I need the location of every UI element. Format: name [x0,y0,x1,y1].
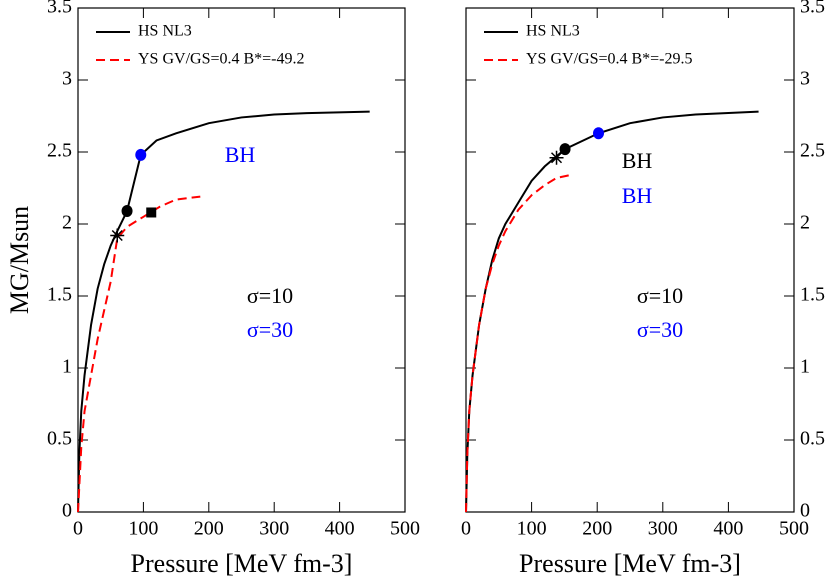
x-tick-label: 0 [461,518,471,540]
x-tick-label: 400 [325,518,355,540]
x-tick-label: 0 [73,518,83,540]
y-tick-label: 3.5 [800,0,825,18]
annotation: σ=10 [637,283,683,308]
marker [146,207,157,218]
marker [559,143,571,156]
plot-frame [465,7,795,513]
x-tick-label: 100 [517,518,547,540]
legend-label: HS NL3 [138,23,192,40]
y-tick-label: 3 [62,68,72,90]
x-axis-label: Pressure [MeV fm-3] [131,549,353,578]
x-tick-label: 200 [582,518,612,540]
series-line [465,174,571,513]
y-tick-label: 3 [800,68,810,90]
x-tick-label: 300 [259,518,289,540]
y-tick-label: 1 [800,356,810,378]
x-tick-label: 200 [194,518,224,540]
marker [135,148,147,161]
annotation: σ=30 [247,317,293,342]
x-tick-label: 500 [390,518,420,540]
annotation: BH [622,148,653,173]
y-tick-label: 3.5 [47,0,72,18]
x-tick-label: 500 [779,518,809,540]
y-tick-label: 1 [62,356,72,378]
marker [110,228,125,243]
y-tick-label: 2.5 [800,140,825,162]
y-tick-label: 2 [800,212,810,234]
legend-label: YS GV/GS=0.4 B*=-49.2 [138,51,305,68]
series-line [77,110,370,513]
annotation: BH [622,183,653,208]
marker [121,205,133,218]
y-tick-label: 2.5 [47,140,72,162]
y-tick-label: 0 [62,500,72,522]
marker [549,150,564,165]
x-tick-label: 100 [128,518,158,540]
y-tick-label: 2 [62,212,72,234]
y-tick-label: 0.5 [800,428,825,450]
x-axis-label: Pressure [MeV fm-3] [519,549,741,578]
series-line [465,110,759,513]
series-line [77,195,201,513]
y-tick-label: 1.5 [47,284,72,306]
plot-frame [77,7,406,513]
y-tick-label: 0 [800,500,810,522]
legend-label: HS NL3 [526,23,580,40]
legend-label: YS GV/GS=0.4 B*=-29.5 [526,51,693,68]
annotation: σ=10 [247,283,293,308]
x-tick-label: 300 [648,518,678,540]
marker [593,127,605,140]
y-axis-label: MG/Msun [5,206,34,314]
annotation: BH [225,142,256,167]
y-tick-label: 0.5 [47,428,72,450]
x-tick-label: 400 [713,518,743,540]
y-tick-label: 1.5 [800,284,825,306]
annotation: σ=30 [637,317,683,342]
